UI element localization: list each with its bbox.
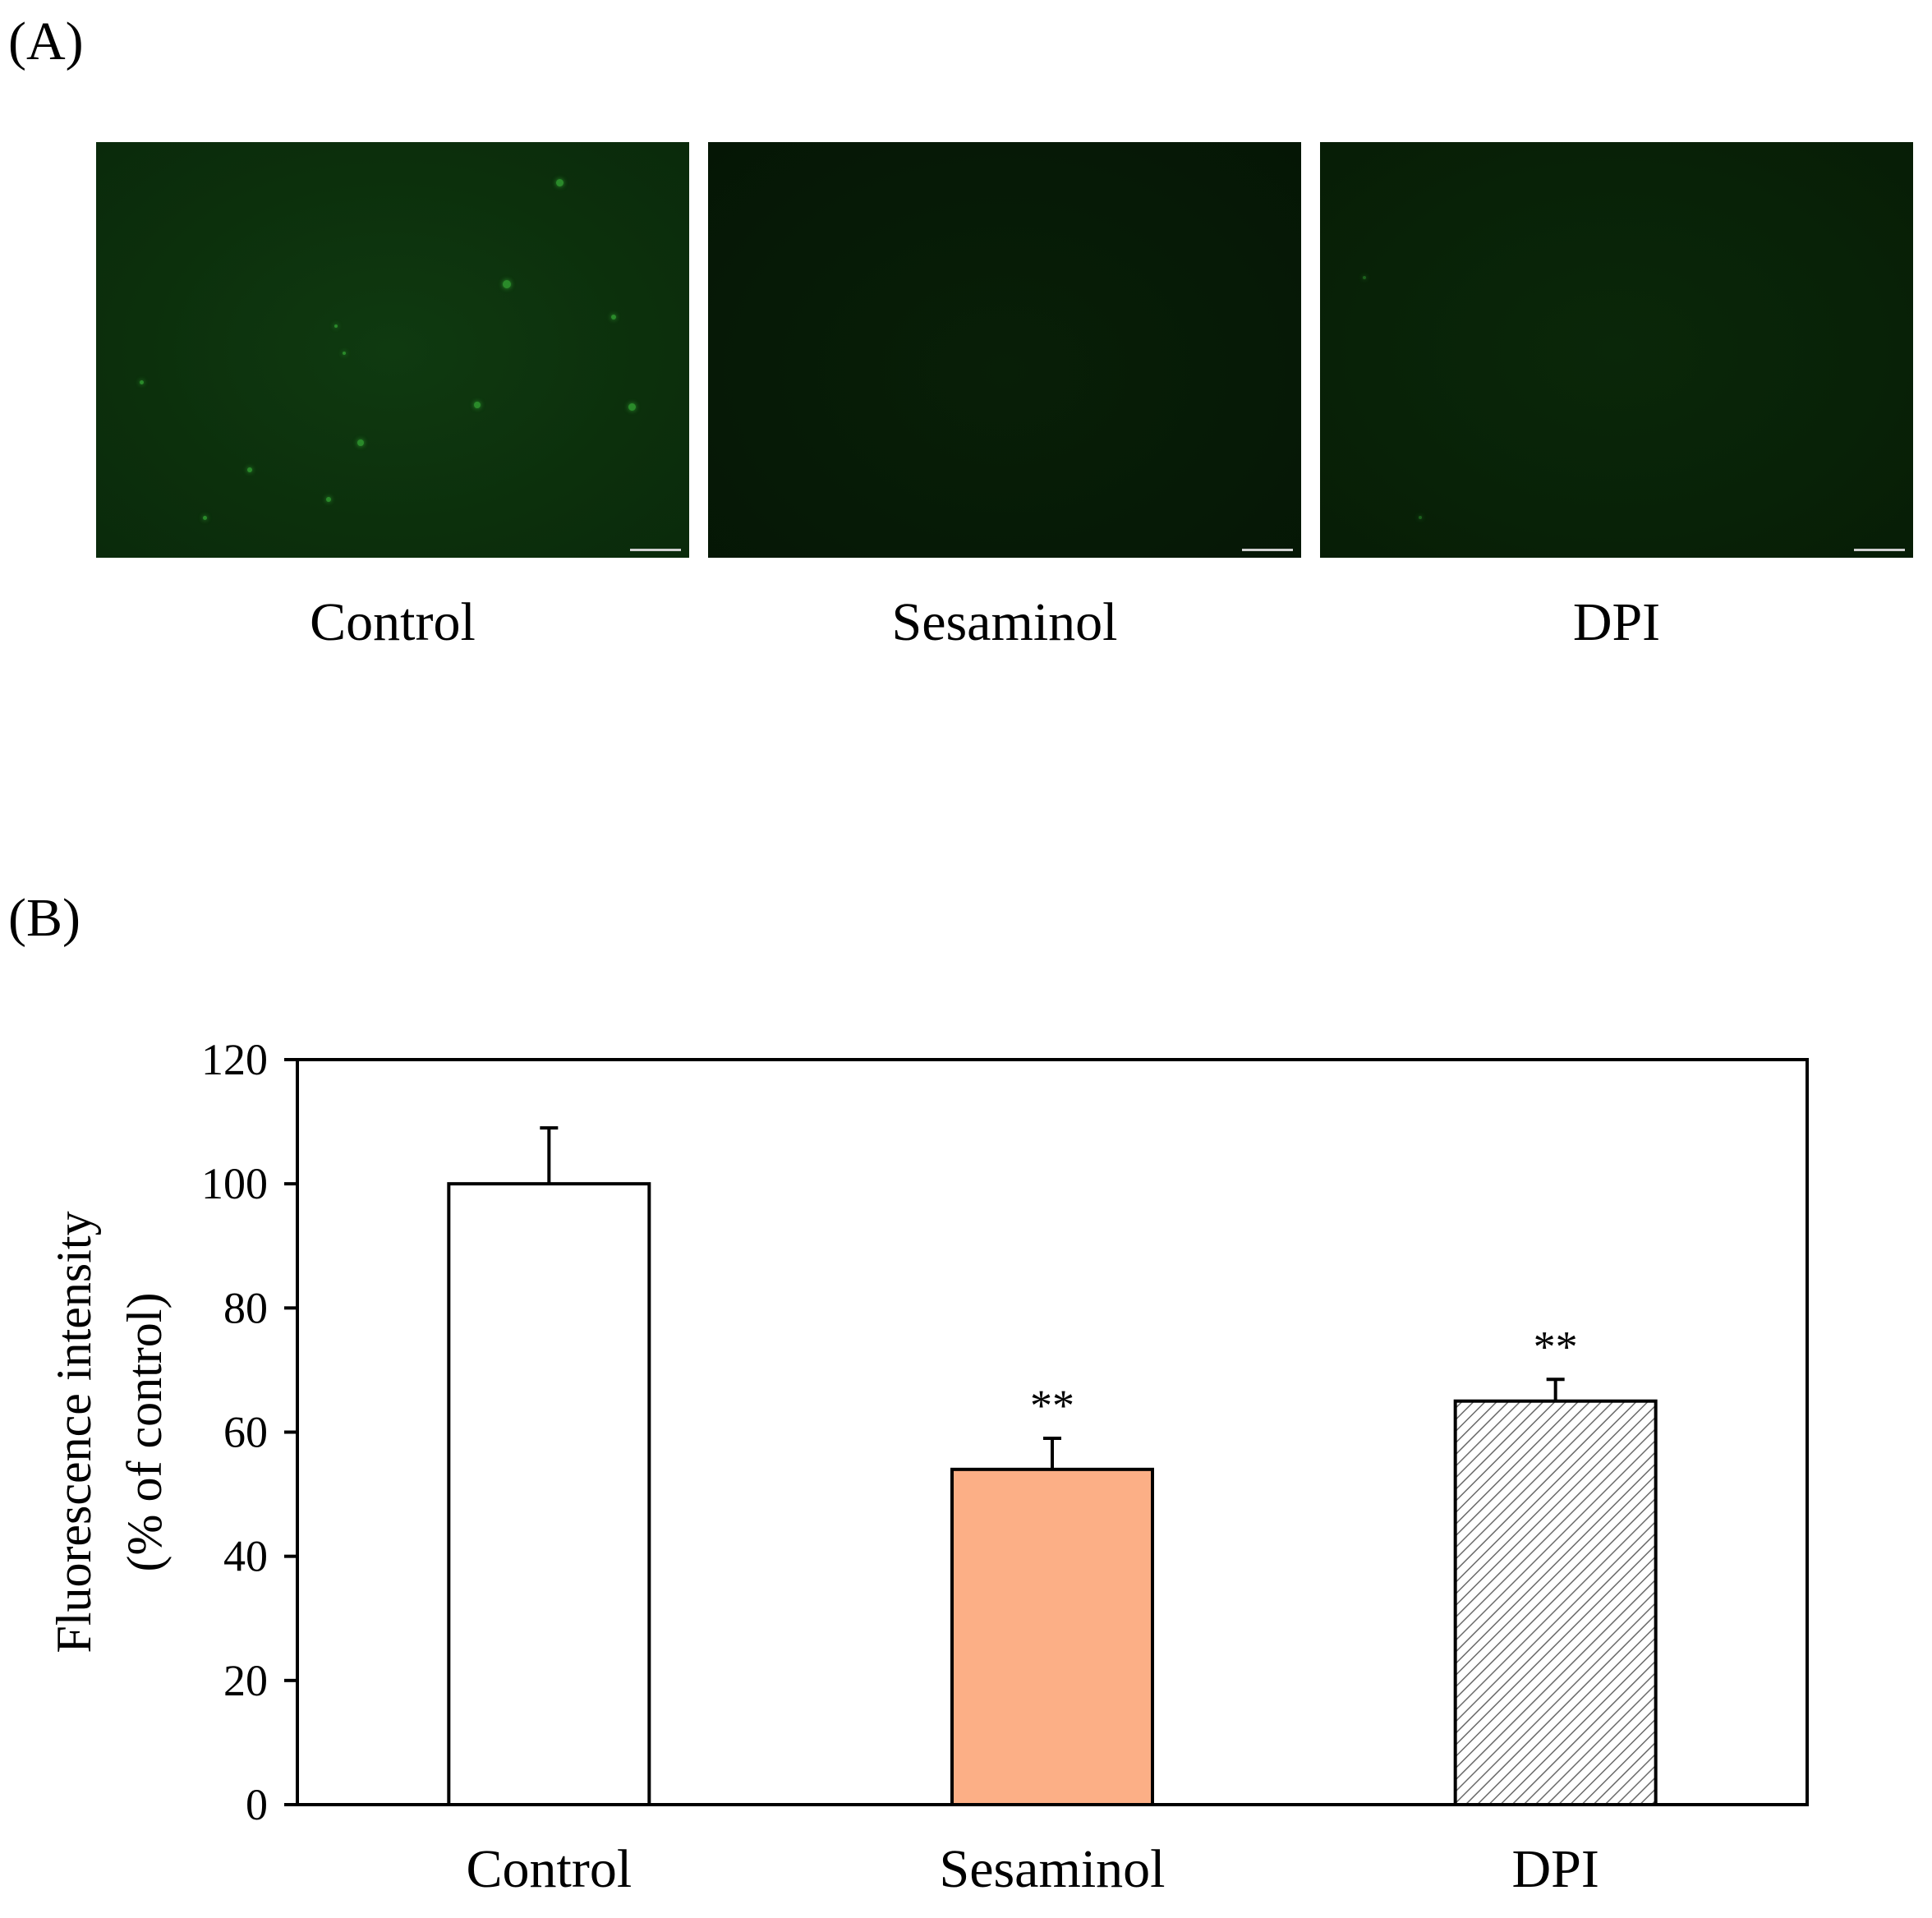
micrograph-dpi	[1320, 142, 1913, 558]
bar-control	[447, 1182, 651, 1806]
x-tick-label: DPI	[1511, 1839, 1598, 1899]
y-tick-label: 0	[246, 1780, 268, 1829]
y-tick-label: 100	[201, 1159, 268, 1208]
y-axis-label: Fluorescence intensity	[47, 1211, 101, 1653]
bar-sesaminol	[950, 1467, 1154, 1806]
panel-a-label: (A)	[8, 11, 84, 71]
caption-sesaminol: Sesaminol	[891, 592, 1118, 652]
micrograph-sesaminol	[708, 142, 1301, 558]
significance-label: **	[1534, 1322, 1578, 1371]
y-tick-label: 40	[223, 1532, 268, 1581]
x-tick-label: Control	[466, 1839, 632, 1899]
panel-b-label: (B)	[8, 888, 80, 948]
caption-dpi: DPI	[1572, 592, 1661, 652]
y-tick-label: 60	[223, 1408, 268, 1457]
y-axis-label-units: (% of control)	[117, 1293, 172, 1572]
x-tick-label: Sesaminol	[940, 1839, 1166, 1899]
y-tick-label: 80	[223, 1283, 268, 1332]
significance-label: **	[1030, 1381, 1074, 1430]
bar-chart: 0 20 40 60 80 100 120 Fluorescence intensity (% …	[47, 1035, 1809, 1899]
bar-dpi	[1453, 1399, 1658, 1806]
y-tick-label: 120	[201, 1035, 268, 1084]
y-tick-label: 20	[223, 1656, 268, 1705]
caption-control: Control	[310, 592, 476, 652]
micrograph-control	[96, 142, 689, 558]
